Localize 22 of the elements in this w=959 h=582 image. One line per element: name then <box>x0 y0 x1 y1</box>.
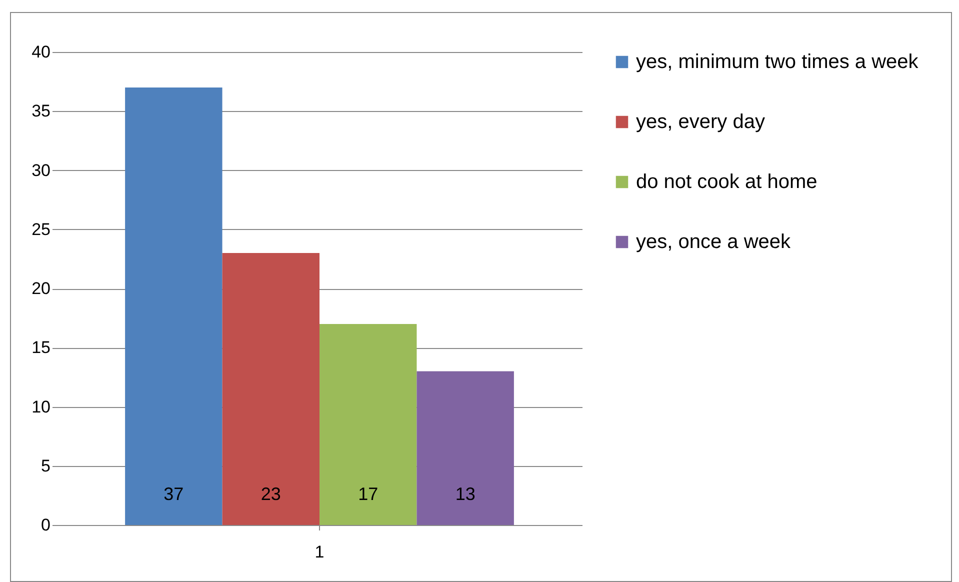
bar <box>125 87 222 525</box>
legend-label: yes, once a week <box>636 231 792 253</box>
y-tick-label: 25 <box>32 220 50 239</box>
x-tick-label: 1 <box>314 542 324 562</box>
data-label: 13 <box>455 484 476 504</box>
data-label: 37 <box>164 484 184 504</box>
y-tick-label: 0 <box>41 516 50 534</box>
bar <box>416 371 514 525</box>
bar <box>222 253 320 525</box>
y-tick-label: 5 <box>41 456 50 476</box>
y-tick-label: 35 <box>32 102 50 121</box>
y-tick-label: 15 <box>32 338 50 358</box>
y-tick-label: 30 <box>32 160 50 180</box>
y-tick-label: 40 <box>32 42 50 62</box>
y-tick-label: 10 <box>32 397 50 416</box>
data-label: 17 <box>358 484 378 504</box>
data-label: 23 <box>260 484 281 504</box>
bar <box>320 324 417 525</box>
legend-label: do not cook at home <box>636 171 818 193</box>
y-tick-label: 20 <box>32 279 50 298</box>
legend-label: yes, minimum two times a week <box>636 51 920 73</box>
legend-label: yes, every day <box>636 111 765 133</box>
